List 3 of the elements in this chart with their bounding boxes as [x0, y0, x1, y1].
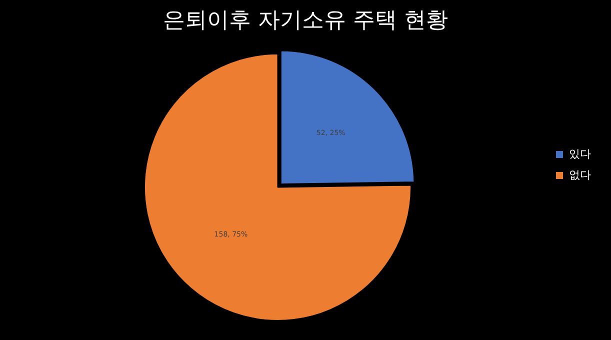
chart-title: 은퇴이후 자기소유 주택 현황 — [163, 8, 448, 33]
legend-label: 없다 — [569, 168, 591, 182]
legend-label: 있다 — [569, 147, 591, 160]
